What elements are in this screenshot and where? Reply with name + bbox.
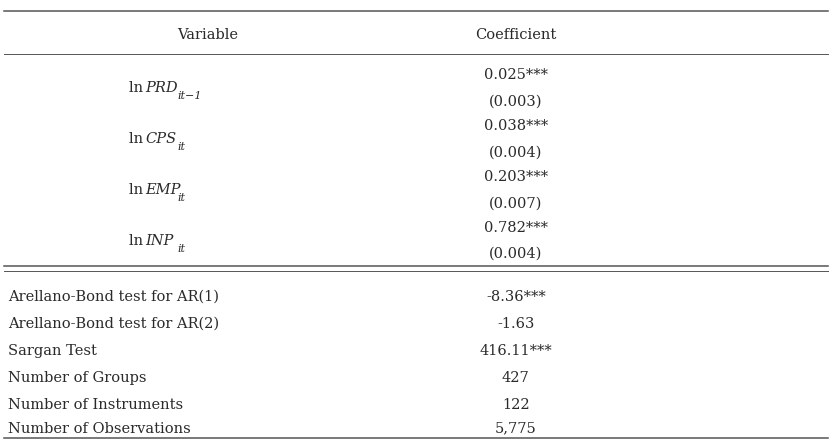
Text: (0.003): (0.003) xyxy=(489,95,542,109)
Text: Arellano-Bond test for AR(2): Arellano-Bond test for AR(2) xyxy=(8,317,220,331)
Text: 122: 122 xyxy=(502,398,530,412)
Text: Number of Observations: Number of Observations xyxy=(8,422,191,436)
Text: (0.004): (0.004) xyxy=(489,145,542,160)
Text: Sargan Test: Sargan Test xyxy=(8,344,97,358)
Text: 427: 427 xyxy=(502,371,530,385)
Text: it: it xyxy=(178,244,186,254)
Text: INP: INP xyxy=(146,234,174,248)
Text: 416.11***: 416.11*** xyxy=(479,344,552,358)
Text: 0.038***: 0.038*** xyxy=(483,119,548,133)
Text: Number of Instruments: Number of Instruments xyxy=(8,398,183,412)
Text: -1.63: -1.63 xyxy=(498,317,534,331)
Text: Number of Groups: Number of Groups xyxy=(8,371,146,385)
Text: (0.004): (0.004) xyxy=(489,247,542,261)
Text: ln: ln xyxy=(129,183,146,197)
Text: (0.007): (0.007) xyxy=(489,196,542,210)
Text: 5,775: 5,775 xyxy=(495,422,537,436)
Text: it−1: it−1 xyxy=(178,91,202,101)
Text: 0.782***: 0.782*** xyxy=(484,221,547,235)
Text: Variable: Variable xyxy=(177,28,239,42)
Text: 0.203***: 0.203*** xyxy=(483,170,548,184)
Text: PRD: PRD xyxy=(146,81,178,95)
Text: -8.36***: -8.36*** xyxy=(486,290,546,304)
Text: Arellano-Bond test for AR(1): Arellano-Bond test for AR(1) xyxy=(8,290,220,304)
Text: ln: ln xyxy=(129,132,146,146)
Text: ln: ln xyxy=(129,234,146,248)
Text: 0.025***: 0.025*** xyxy=(484,68,547,82)
Text: ln: ln xyxy=(129,81,146,95)
Text: it: it xyxy=(178,142,186,152)
Text: Coefficient: Coefficient xyxy=(475,28,557,42)
Text: it: it xyxy=(178,193,186,203)
Text: CPS: CPS xyxy=(146,132,176,146)
Text: EMP: EMP xyxy=(146,183,181,197)
